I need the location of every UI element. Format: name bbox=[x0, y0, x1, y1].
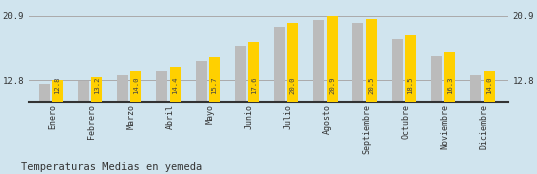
Bar bbox=[91, 77, 102, 174]
Bar bbox=[444, 52, 455, 174]
Bar bbox=[52, 80, 63, 174]
Text: 17.6: 17.6 bbox=[251, 77, 257, 94]
Bar bbox=[78, 81, 89, 174]
Text: 14.4: 14.4 bbox=[172, 77, 178, 94]
Bar bbox=[313, 19, 324, 174]
Text: 16.3: 16.3 bbox=[447, 77, 453, 94]
Text: 20.9: 20.9 bbox=[329, 77, 335, 94]
Bar bbox=[366, 19, 377, 174]
Text: 14.0: 14.0 bbox=[486, 77, 492, 94]
Bar bbox=[274, 27, 285, 174]
Text: Temperaturas Medias en yemeda: Temperaturas Medias en yemeda bbox=[21, 162, 203, 172]
Bar bbox=[170, 67, 180, 174]
Bar bbox=[431, 56, 442, 174]
Bar bbox=[117, 74, 128, 174]
Text: 15.7: 15.7 bbox=[212, 77, 217, 94]
Text: 20.0: 20.0 bbox=[290, 77, 296, 94]
Bar bbox=[391, 39, 403, 174]
Text: 13.2: 13.2 bbox=[93, 77, 100, 94]
Text: 12.8: 12.8 bbox=[54, 77, 60, 94]
Text: 20.5: 20.5 bbox=[368, 77, 374, 94]
Bar bbox=[209, 57, 220, 174]
Bar bbox=[326, 15, 338, 174]
Bar bbox=[352, 23, 364, 174]
Bar bbox=[235, 46, 246, 174]
Bar bbox=[470, 74, 481, 174]
Text: 14.0: 14.0 bbox=[133, 77, 139, 94]
Bar bbox=[39, 84, 49, 174]
Bar bbox=[248, 42, 259, 174]
Bar bbox=[156, 71, 167, 174]
Bar bbox=[195, 61, 207, 174]
Bar bbox=[483, 70, 495, 174]
Bar bbox=[130, 70, 141, 174]
Bar bbox=[405, 35, 416, 174]
Text: 18.5: 18.5 bbox=[408, 77, 413, 94]
Bar bbox=[287, 23, 299, 174]
